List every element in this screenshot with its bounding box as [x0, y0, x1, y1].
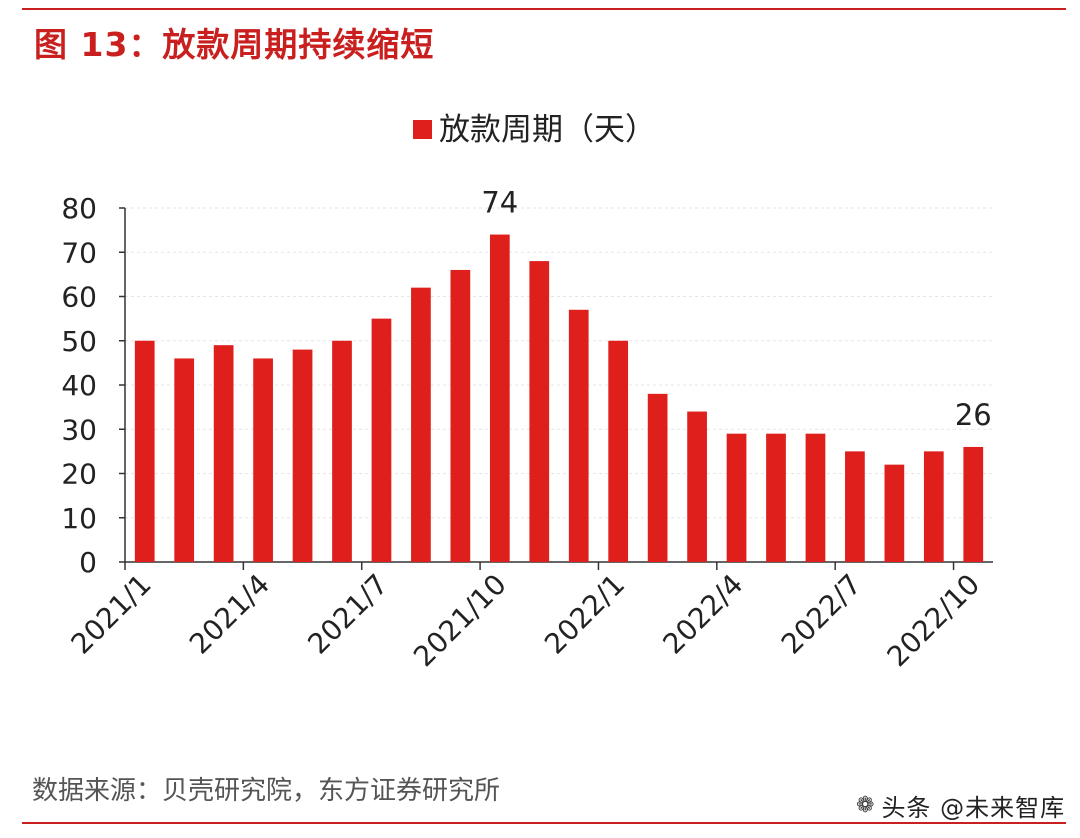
- y-tick-label: 70: [61, 236, 97, 269]
- y-tick-label: 20: [61, 458, 97, 491]
- top-rule: [22, 8, 1066, 10]
- bar-2021/2: [174, 358, 195, 562]
- bar-2021/8: [411, 287, 431, 562]
- x-tick-label: 2022/1: [538, 568, 631, 661]
- y-tick-label: 50: [61, 325, 97, 358]
- x-tick-label: 2021/7: [301, 568, 394, 661]
- bar-2021/3: [213, 345, 234, 562]
- y-tick-label: 30: [61, 413, 97, 446]
- x-tick-label: 2021/4: [183, 568, 276, 661]
- bar-2021/5: [292, 349, 313, 562]
- bar-2022/4: [726, 433, 747, 562]
- legend-swatch: [413, 120, 432, 139]
- x-tick-label: 2022/10: [881, 568, 987, 674]
- y-tick-label: 80: [61, 192, 97, 225]
- bar-2022/7: [845, 451, 865, 562]
- bar-2021/10: [489, 234, 510, 563]
- x-tick-label: 2022/4: [656, 568, 749, 661]
- y-tick-label: 10: [61, 502, 97, 535]
- bottom-rule: [22, 822, 1066, 824]
- wechat-logo-icon: ❁: [856, 793, 876, 818]
- y-tick-label: 60: [61, 281, 97, 314]
- bar-2021/11: [529, 261, 550, 562]
- watermark: ❁ 头条 @未来智库: [856, 788, 1065, 823]
- bar-2021/7: [371, 318, 392, 562]
- bar-2022/3: [687, 411, 707, 562]
- bar-2021/12: [568, 309, 589, 562]
- bar-chart: 放款周期（天） 0 10 20 30 40 50 60 70 80 2021/1 2021/4 2021…: [61, 112, 993, 674]
- y-tick-label: 0: [79, 546, 97, 579]
- bar-2022/2: [647, 393, 668, 562]
- figure-title: 图 13：放款周期持续缩短: [34, 25, 435, 64]
- y-tick-label: 40: [61, 369, 97, 402]
- watermark-text: 头条 @未来智库: [881, 794, 1066, 822]
- data-label: 26: [955, 398, 992, 432]
- bar-2022/10: [963, 446, 984, 562]
- bar-2022/5: [766, 433, 786, 562]
- bar-2021/1: [134, 340, 155, 562]
- bar-2021/4: [253, 358, 273, 562]
- bar-2021/6: [332, 340, 352, 562]
- source-note: 数据来源：贝壳研究院，东方证券研究所: [32, 776, 501, 806]
- x-tick-label: 2021/10: [407, 568, 513, 674]
- x-tick-label: 2022/7: [775, 568, 868, 661]
- x-tick-label: 2021/1: [65, 568, 158, 661]
- bar-2022/1: [608, 340, 629, 562]
- bar-2022/6: [805, 433, 826, 562]
- bar-2021/9: [450, 269, 471, 562]
- bar-2022/9: [923, 451, 944, 562]
- legend-label: 放款周期（天）: [439, 112, 656, 148]
- bar-2022/8: [884, 464, 905, 562]
- data-label: 74: [481, 186, 518, 220]
